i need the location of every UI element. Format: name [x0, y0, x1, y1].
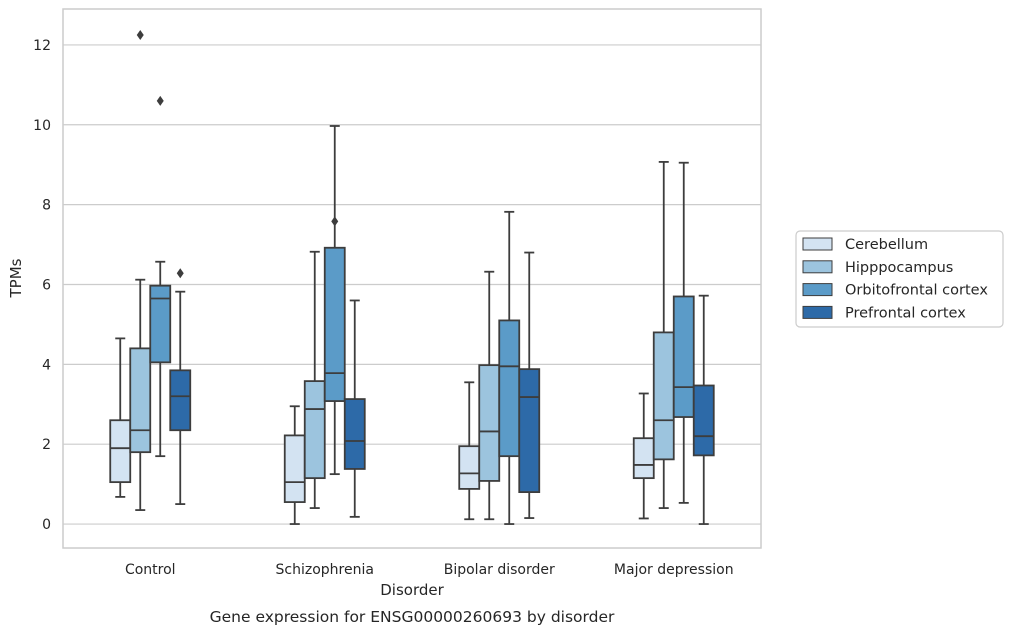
- box-rect: [692, 384, 715, 457]
- x-tick-label: Control: [125, 562, 176, 578]
- y-tick-label: 0: [42, 517, 51, 533]
- box-element: [343, 299, 366, 518]
- box-element: [149, 95, 172, 458]
- box-element: [692, 294, 715, 525]
- grid-lines: [63, 44, 761, 525]
- box-rect: [632, 437, 655, 480]
- legend: Cerebellum Hipppocampus Orbitofrontal cort…: [795, 230, 1004, 328]
- y-axis-label: TPMs: [7, 258, 25, 298]
- box-element: [458, 381, 481, 521]
- y-tick-label: 2: [42, 437, 51, 453]
- box-rect: [109, 419, 132, 484]
- x-tick-label: Major depression: [614, 562, 734, 578]
- box-element: [323, 125, 346, 476]
- box-element: [518, 251, 541, 519]
- box-groups: [109, 29, 715, 525]
- legend-swatch: [802, 305, 833, 319]
- box-rect: [303, 380, 326, 480]
- y-tick-labels: 0 2 4 6 8 10 12: [33, 38, 51, 533]
- legend-label: Cerebellum: [845, 237, 928, 253]
- legend-swatch: [802, 237, 833, 251]
- outlier-marker: [156, 95, 164, 106]
- box-element: [303, 250, 326, 509]
- y-tick-label: 4: [42, 357, 51, 373]
- box-rect: [169, 369, 192, 432]
- legend-swatch: [802, 283, 833, 297]
- box-rect: [498, 319, 521, 458]
- outlier-marker: [331, 216, 339, 227]
- legend-label: Prefrontal cortex: [845, 305, 966, 321]
- legend-label: Hipppocampus: [845, 260, 953, 276]
- box-element: [169, 268, 192, 505]
- legend-frame: [795, 230, 1004, 328]
- box-rect: [458, 445, 481, 490]
- x-tick-label: Bipolar disorder: [444, 562, 555, 578]
- x-axis-label: Disorder: [380, 581, 444, 599]
- x-tick-label: Schizophrenia: [276, 562, 374, 578]
- y-tick-label: 12: [33, 38, 51, 54]
- box-element: [478, 270, 501, 521]
- box-rect: [478, 364, 501, 482]
- box-element: [672, 161, 695, 504]
- x-tick-labels: Control Schizophrenia Bipolar disorder Majo…: [125, 562, 734, 578]
- y-tick-label: 6: [42, 277, 51, 293]
- box-rect: [283, 434, 306, 503]
- box-rect: [652, 331, 675, 461]
- box-rect: [149, 284, 172, 364]
- box-rect: [518, 368, 541, 494]
- legend-label: Orbitofrontal cortex: [845, 283, 988, 299]
- box-rect: [343, 398, 366, 470]
- y-tick-label: 10: [33, 118, 51, 134]
- outlier-marker: [176, 268, 184, 279]
- legend-swatch: [802, 260, 833, 274]
- box-rect: [129, 347, 152, 454]
- box-element: [129, 29, 152, 511]
- box-rect: [323, 246, 346, 402]
- chart-caption: Gene expression for ENSG00000260693 by d…: [210, 608, 615, 626]
- plot-area: [62, 8, 762, 549]
- box-rect: [672, 295, 695, 418]
- y-tick-label: 8: [42, 198, 51, 214]
- outlier-marker: [136, 29, 144, 40]
